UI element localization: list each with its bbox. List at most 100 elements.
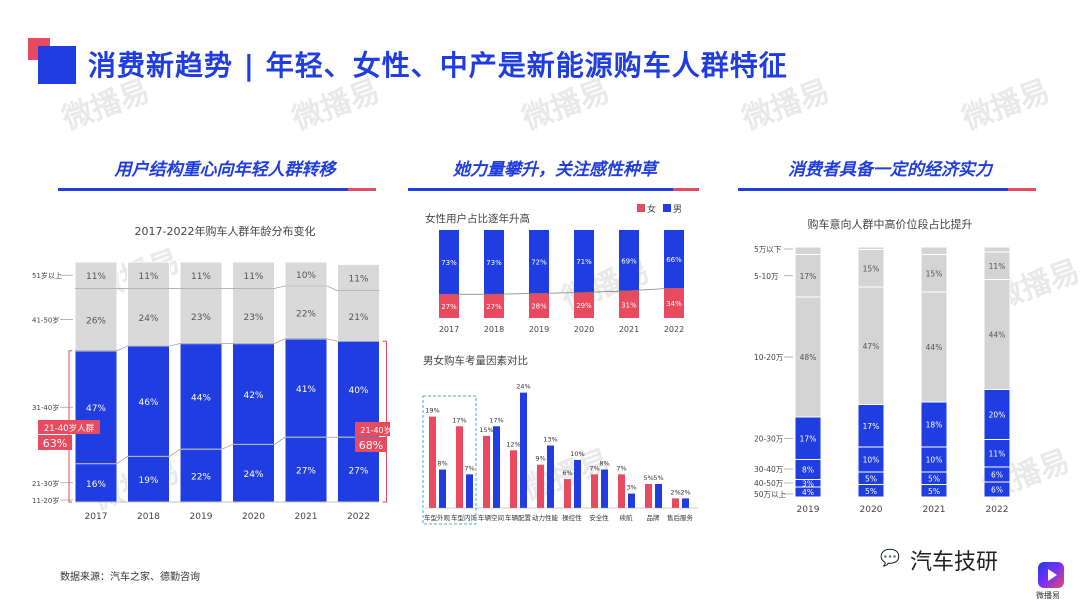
price-bar-segment: [920, 401, 948, 448]
age-bar-segment: [284, 261, 328, 287]
factor-bar: [547, 445, 554, 508]
female-trend-line: [449, 287, 675, 295]
factor-bar: [456, 426, 463, 508]
age-bar-label: 23%: [191, 313, 211, 323]
factor-bar: [510, 450, 517, 508]
price-bar-segment: [794, 254, 822, 298]
female-bar-segment: [529, 293, 549, 318]
age-bar-label: 41%: [296, 385, 316, 395]
age-bar-segment: [232, 261, 275, 289]
age-bar-label: 11%: [86, 272, 106, 282]
factor-bar: [591, 474, 598, 508]
age-bar-label: 16%: [86, 480, 106, 490]
female-bar-segment: [439, 230, 459, 295]
factor-bar-label: 10%: [570, 450, 584, 458]
female-bar-segment: [574, 230, 594, 293]
callout-label: 21-40岁人群: [360, 425, 390, 435]
price-y-label: 5-10万: [754, 272, 779, 281]
female-x-tick: 2018: [484, 325, 504, 334]
factor-x-tick: 续航: [620, 513, 634, 522]
price-bar-label: 17%: [800, 434, 817, 443]
callout-value: 63%: [43, 437, 67, 450]
age-bar-segment: [337, 340, 380, 438]
price-bar-segment: [983, 389, 1011, 440]
factor-bar-label: 7%: [464, 464, 474, 472]
price-y-label: 5万以下: [754, 245, 782, 254]
legend-swatch-female: [637, 204, 645, 212]
age-bar-segment: [74, 261, 118, 289]
age-bar-segment: [337, 263, 380, 292]
price-bar-label: 11%: [989, 449, 1006, 458]
price-bar-label: 10%: [926, 456, 943, 465]
age-bar-label: 42%: [243, 391, 263, 401]
watermark: 微播易: [957, 73, 1055, 138]
age-bar-segment: [127, 287, 170, 347]
factor-bar: [564, 479, 571, 508]
factor-x-tick: 车型外观: [424, 513, 451, 522]
price-bar-segment: [857, 249, 885, 288]
age-y-label: 41-50岁: [32, 316, 59, 325]
age-bar-segment: [179, 287, 223, 345]
legend-label-male: 男: [673, 204, 682, 215]
age-x-tick: 2021: [295, 512, 318, 522]
price-bar-label: 15%: [926, 269, 943, 278]
price-bar-label: 44%: [926, 343, 943, 352]
factor-bar-label: 19%: [425, 407, 439, 415]
factor-bar: [574, 459, 581, 508]
price-bar-segment: [794, 416, 822, 460]
factor-bar-label: 15%: [479, 426, 493, 434]
title-deco-blue: [38, 46, 76, 84]
page-title: 消费新趋势 | 年轻、女性、中产是新能源购车人群特征: [88, 49, 788, 82]
age-y-label: 51岁以上: [32, 271, 62, 280]
wechat-icon: 💬: [880, 548, 900, 567]
price-bar-label: 10%: [863, 456, 880, 465]
female-x-tick: 2020: [574, 325, 594, 334]
factor-bar-label: 2%: [670, 488, 680, 496]
factor-bar: [672, 498, 679, 508]
price-x-tick: 2022: [986, 505, 1009, 515]
price-bar-label: 18%: [926, 421, 943, 430]
factor-bar: [645, 483, 652, 508]
age-bar-segment: [337, 290, 380, 342]
female-bar-segment: [619, 290, 639, 318]
panel-heading-income: 消费者具备一定的经济实力: [788, 160, 992, 180]
factor-bar-label: 5%: [653, 474, 663, 482]
female-bar-label: 27%: [441, 303, 457, 311]
age-bar-label: 24%: [138, 314, 158, 324]
female-bar-segment: [484, 294, 504, 318]
age-bar-segment: [284, 436, 328, 503]
price-bar-label: 47%: [863, 342, 880, 351]
price-bar-label: 8%: [802, 466, 814, 475]
factor-bar: [682, 498, 689, 508]
female-bar-segment: [439, 294, 459, 318]
chart-female-share: 女性用户占比逐年升高 女 男 27% 73% 2017 27% 73% 2018 28% 72…: [425, 203, 684, 334]
price-bar-segment: [983, 246, 1011, 253]
callout-value-box: [355, 437, 387, 452]
age-x-tick: 2017: [85, 512, 108, 522]
price-bar-segment: [794, 246, 822, 255]
female-bar-segment: [664, 288, 684, 318]
chart-title: 2017-2022年购车人群年龄分布变化: [135, 224, 316, 238]
heading-underline: [58, 188, 348, 191]
age-bar-label: 10%: [296, 271, 316, 281]
factor-bar: [493, 426, 500, 508]
price-bar-label: 17%: [863, 422, 880, 431]
price-y-label: 10-20万: [754, 353, 784, 362]
heading-underline-accent: [673, 188, 699, 191]
factor-x-tick: 操控性: [562, 513, 582, 522]
age-x-tick: 2018: [137, 512, 160, 522]
brand-sub: 微播易: [1036, 591, 1060, 600]
factor-bar-label: 13%: [543, 436, 557, 444]
callout-label: 21-40岁人群: [44, 423, 95, 434]
age-bar-segment: [232, 287, 275, 345]
callout-box: [355, 422, 390, 436]
age-bar-label: 47%: [86, 404, 106, 414]
age-bar-segment: [74, 287, 118, 352]
factor-x-tick: 安全性: [589, 513, 609, 522]
price-bar-segment: [857, 286, 885, 405]
age-bar-label: 11%: [138, 272, 158, 282]
price-bar-label: 3%: [802, 479, 814, 488]
factor-bar: [466, 474, 473, 508]
price-bar-label: 5%: [928, 474, 940, 483]
play-logo-icon: [1038, 562, 1064, 588]
